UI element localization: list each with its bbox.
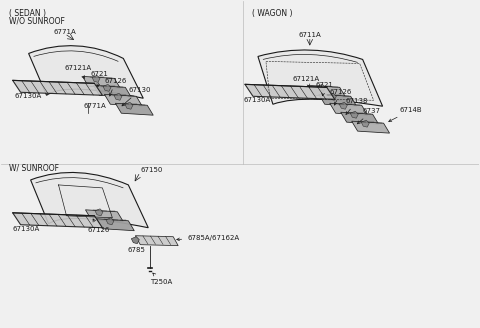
PathPatch shape (31, 173, 148, 228)
Text: 67138: 67138 (346, 98, 368, 114)
Text: T250A: T250A (150, 273, 172, 284)
Polygon shape (115, 103, 153, 115)
Text: 6711A: 6711A (299, 31, 321, 37)
Polygon shape (361, 120, 369, 127)
Text: ( WAGON ): ( WAGON ) (252, 9, 292, 18)
Text: 6771A: 6771A (53, 29, 76, 34)
Text: 6737: 6737 (357, 108, 381, 124)
Polygon shape (106, 218, 114, 225)
Polygon shape (92, 75, 100, 82)
Text: 67126: 67126 (87, 219, 110, 233)
Polygon shape (95, 209, 103, 216)
Text: 67126: 67126 (330, 89, 352, 105)
Text: 6785: 6785 (127, 247, 145, 253)
Polygon shape (96, 219, 134, 231)
Text: W/O SUNROOF: W/O SUNROOF (9, 16, 64, 25)
Text: 67130A: 67130A (12, 226, 40, 232)
Text: 67130A: 67130A (244, 97, 271, 103)
Polygon shape (125, 102, 133, 109)
Polygon shape (114, 93, 122, 100)
PathPatch shape (258, 50, 383, 106)
Polygon shape (339, 102, 348, 109)
Polygon shape (319, 94, 357, 106)
Polygon shape (85, 210, 123, 222)
PathPatch shape (29, 46, 144, 98)
Polygon shape (245, 84, 335, 99)
Text: 67130: 67130 (122, 87, 151, 106)
Text: 6721: 6721 (90, 72, 108, 87)
Polygon shape (308, 85, 346, 97)
Text: 6785A/67162A: 6785A/67162A (177, 235, 239, 241)
Polygon shape (132, 237, 139, 244)
Polygon shape (12, 213, 102, 228)
Text: 67150: 67150 (140, 167, 163, 173)
Polygon shape (104, 94, 142, 106)
Text: ( SEDAN ): ( SEDAN ) (9, 9, 46, 18)
Polygon shape (350, 111, 358, 118)
Text: 6714B: 6714B (389, 107, 422, 122)
Text: 6721: 6721 (316, 82, 334, 96)
Polygon shape (135, 236, 178, 246)
Text: 67126: 67126 (104, 78, 127, 96)
Polygon shape (352, 121, 390, 133)
Polygon shape (12, 80, 102, 95)
Polygon shape (317, 84, 325, 91)
Polygon shape (330, 103, 368, 115)
Text: 67121A: 67121A (64, 65, 92, 78)
Text: 6771A: 6771A (84, 103, 106, 109)
Polygon shape (103, 84, 111, 91)
Text: W/ SUNROOF: W/ SUNROOF (9, 163, 59, 173)
Polygon shape (83, 76, 120, 88)
Text: 67130A: 67130A (15, 93, 42, 99)
Polygon shape (328, 93, 336, 100)
Polygon shape (341, 112, 379, 124)
Text: 67121A: 67121A (293, 76, 320, 88)
Polygon shape (94, 85, 132, 97)
